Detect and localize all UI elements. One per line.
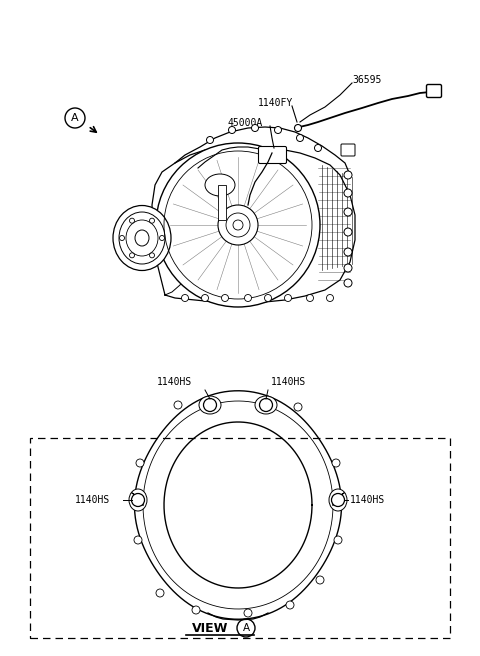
Text: 1140HS: 1140HS: [75, 495, 110, 505]
Circle shape: [149, 218, 155, 223]
Ellipse shape: [113, 205, 171, 270]
Ellipse shape: [329, 489, 347, 511]
Circle shape: [202, 295, 208, 302]
Circle shape: [344, 264, 352, 272]
Circle shape: [326, 295, 334, 302]
Text: 36595: 36595: [352, 75, 382, 85]
Text: A: A: [71, 113, 79, 123]
Circle shape: [344, 248, 352, 256]
Circle shape: [344, 171, 352, 179]
Bar: [30, 438, 450, 638]
Circle shape: [344, 189, 352, 197]
Circle shape: [316, 576, 324, 584]
Circle shape: [206, 136, 214, 144]
Ellipse shape: [199, 396, 221, 414]
Bar: [218, 185, 226, 220]
Text: 45000A: 45000A: [228, 118, 263, 128]
Polygon shape: [152, 147, 355, 303]
Circle shape: [260, 398, 273, 411]
FancyBboxPatch shape: [427, 85, 442, 98]
Circle shape: [120, 236, 124, 241]
Ellipse shape: [135, 230, 149, 246]
Circle shape: [228, 127, 236, 134]
Text: 1140HS: 1140HS: [157, 377, 192, 387]
Circle shape: [181, 295, 189, 302]
FancyBboxPatch shape: [259, 146, 287, 163]
Circle shape: [344, 208, 352, 216]
Circle shape: [275, 127, 281, 134]
Circle shape: [332, 459, 340, 467]
Circle shape: [204, 398, 216, 411]
Circle shape: [334, 536, 342, 544]
Ellipse shape: [205, 174, 235, 196]
Circle shape: [132, 493, 144, 506]
Circle shape: [285, 295, 291, 302]
Circle shape: [130, 253, 134, 258]
FancyBboxPatch shape: [341, 144, 355, 156]
Circle shape: [174, 401, 182, 409]
Circle shape: [314, 144, 322, 152]
Circle shape: [264, 295, 272, 302]
Circle shape: [221, 295, 228, 302]
Circle shape: [218, 205, 258, 245]
Circle shape: [134, 536, 142, 544]
Circle shape: [344, 228, 352, 236]
Circle shape: [233, 220, 243, 230]
Ellipse shape: [129, 489, 147, 511]
Circle shape: [244, 295, 252, 302]
Circle shape: [226, 213, 250, 237]
Circle shape: [159, 236, 165, 241]
Circle shape: [344, 279, 352, 287]
Circle shape: [244, 609, 252, 617]
Text: VIEW: VIEW: [192, 621, 228, 634]
Circle shape: [294, 403, 302, 411]
Circle shape: [297, 134, 303, 142]
Circle shape: [156, 589, 164, 597]
Ellipse shape: [255, 396, 277, 414]
Circle shape: [149, 253, 155, 258]
Circle shape: [252, 125, 259, 131]
Circle shape: [286, 601, 294, 609]
Circle shape: [136, 459, 144, 467]
Text: 1140HS: 1140HS: [350, 495, 385, 505]
Text: 1140FY: 1140FY: [258, 98, 293, 108]
Circle shape: [156, 143, 320, 307]
Circle shape: [295, 125, 301, 131]
Circle shape: [332, 493, 345, 506]
Circle shape: [130, 218, 134, 223]
Circle shape: [192, 606, 200, 614]
Text: A: A: [242, 623, 250, 633]
Text: 1140HS: 1140HS: [271, 377, 306, 387]
Circle shape: [307, 295, 313, 302]
